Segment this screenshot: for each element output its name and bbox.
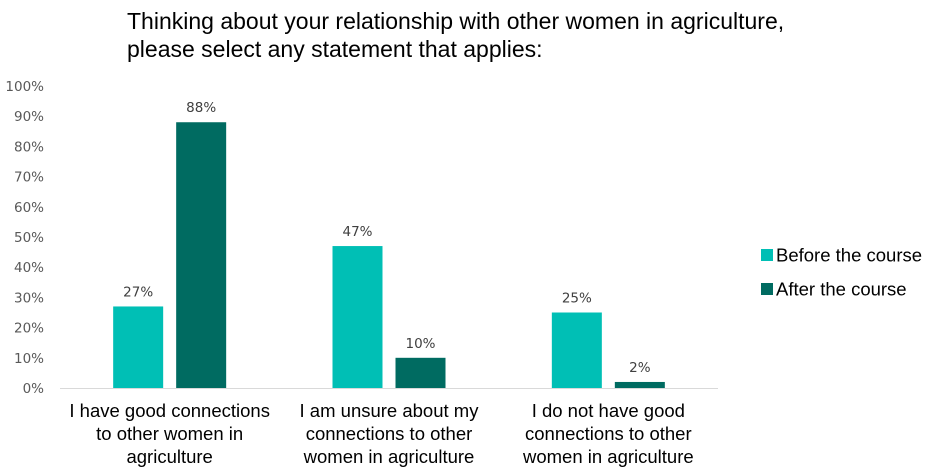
y-tick-label: 60% (14, 200, 44, 216)
legend-swatch-after (761, 283, 773, 295)
data-label: 2% (629, 360, 651, 376)
bar-after (395, 357, 446, 388)
chart-title-line-2: please select any statement that applies… (127, 36, 543, 62)
legend-label: Before the course (776, 245, 922, 266)
x-category-label: I have good connections (69, 400, 270, 421)
bar-before (113, 306, 164, 388)
x-category-label: women in agriculture (522, 446, 694, 467)
data-label: 10% (405, 336, 435, 352)
data-label: 47% (342, 224, 372, 240)
y-tick-label: 0% (23, 381, 45, 397)
y-axis: 0% 10% 20% 30% 40% 50% 60% 70% 80% 90% 100% (5, 79, 44, 397)
y-tick-label: 40% (14, 260, 44, 276)
x-category-label: women in agriculture (303, 446, 475, 467)
bar-before (551, 312, 602, 388)
y-tick-label: 20% (14, 321, 44, 337)
bar-after (614, 381, 665, 388)
data-label: 27% (123, 284, 153, 300)
x-category-label: connections to other (306, 423, 473, 444)
bar-before (332, 246, 383, 388)
chart-title-line-1: Thinking about your relationship with ot… (127, 8, 784, 34)
y-tick-label: 30% (14, 290, 44, 306)
data-label: 25% (562, 291, 592, 307)
y-tick-label: 80% (14, 139, 44, 155)
bars-group: 27% 47% 25% 88% 10% 2% (113, 100, 665, 389)
x-category-label: agriculture (126, 446, 212, 467)
chart-title: Thinking about your relationship with ot… (127, 8, 784, 62)
y-tick-label: 70% (14, 170, 44, 186)
x-category-label: I am unsure about my (300, 400, 480, 421)
legend: Before the course After the course (761, 245, 922, 300)
legend-swatch-before (761, 249, 773, 261)
y-tick-label: 90% (14, 109, 44, 125)
y-tick-label: 10% (14, 351, 44, 367)
bar-after (176, 122, 227, 389)
y-tick-label: 100% (5, 79, 44, 95)
x-category-label: connections to other (525, 423, 692, 444)
y-tick-label: 50% (14, 230, 44, 246)
data-label: 88% (186, 100, 216, 116)
x-category-label: I do not have good (532, 400, 685, 421)
legend-label: After the course (776, 279, 907, 300)
x-category-label: to other women in (96, 423, 243, 444)
